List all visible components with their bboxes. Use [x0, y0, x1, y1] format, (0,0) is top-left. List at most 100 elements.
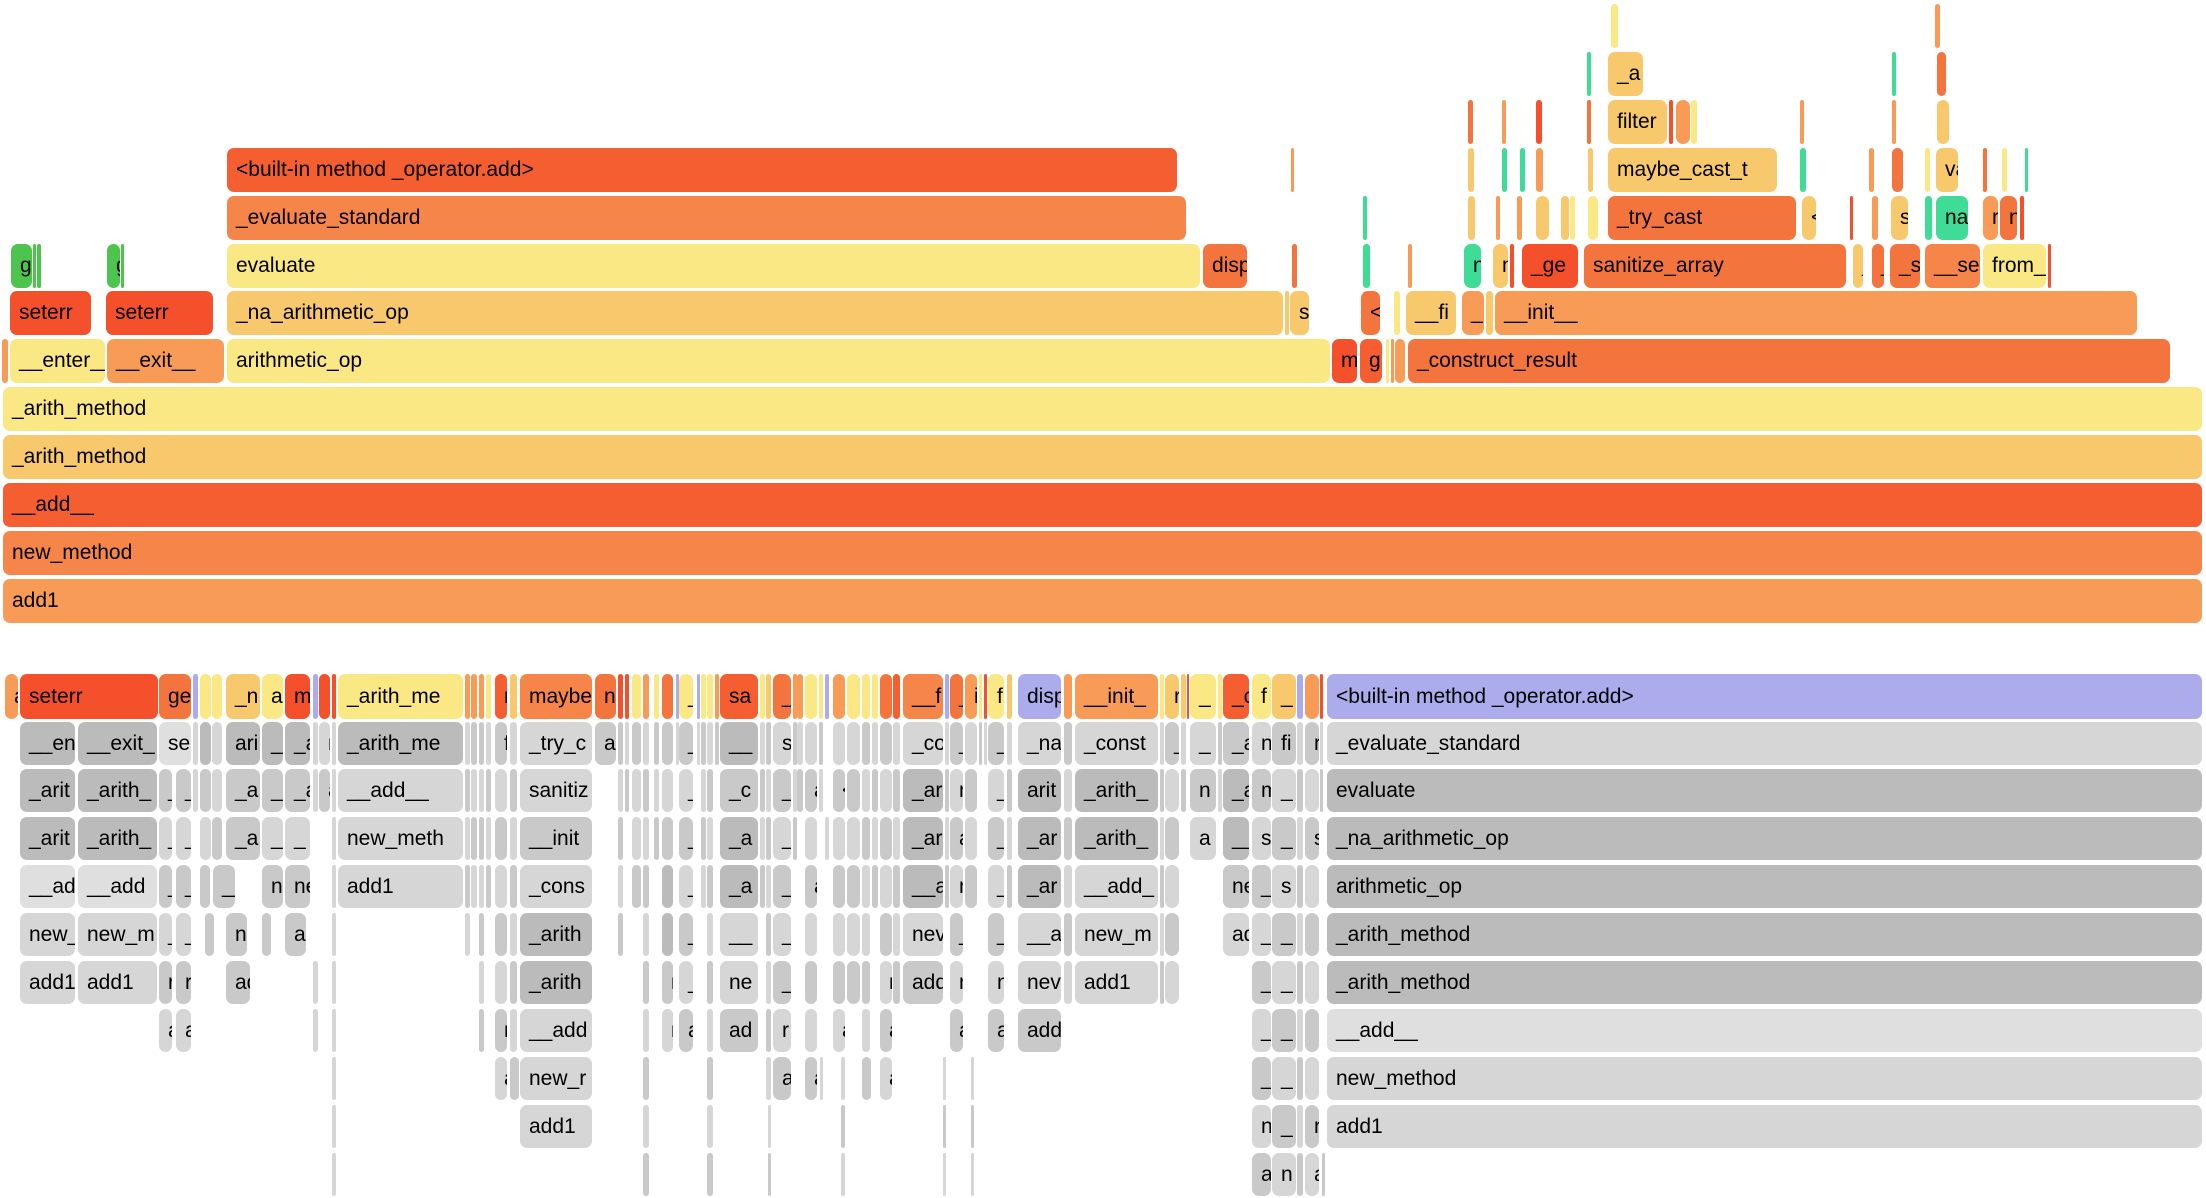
frame-v[interactable]: v [632, 674, 641, 719]
frame-a[interactable]: _a [720, 817, 758, 860]
frame-frame[interactable] [1536, 148, 1543, 192]
frame-f[interactable]: f [988, 674, 1004, 719]
frame-a[interactable]: __a [903, 865, 943, 908]
frame-frame[interactable] [847, 769, 860, 812]
frame-frame[interactable] [1160, 674, 1164, 719]
frame-frame[interactable] [893, 961, 900, 1004]
frame-frame[interactable] [1165, 865, 1179, 908]
frame-a[interactable]: a [5, 674, 18, 719]
frame-a[interactable]: a [176, 1009, 191, 1052]
frame-frame[interactable] [1561, 196, 1569, 240]
frame-frame[interactable] [332, 817, 336, 860]
frame-na-arithmetic-op[interactable]: _na_arithmetic_op [1327, 817, 2202, 860]
frame-frame[interactable]: _ [176, 817, 191, 860]
frame-const[interactable]: _const [1075, 722, 1158, 765]
frame-s[interactable]: s [1891, 196, 1908, 240]
frame-frame[interactable] [984, 674, 987, 719]
frame-frame[interactable] [1925, 196, 1932, 240]
frame-frame[interactable] [1408, 244, 1412, 288]
frame-frame[interactable] [618, 674, 623, 719]
frame-frame[interactable] [1297, 1057, 1303, 1100]
frame-frame[interactable] [833, 961, 845, 1004]
frame-ad[interactable]: ad [720, 1009, 758, 1052]
frame-frame[interactable] [1391, 339, 1394, 383]
frame-frame[interactable] [766, 1009, 771, 1052]
frame-frame[interactable] [819, 674, 823, 719]
frame-frame[interactable] [979, 674, 982, 719]
frame-frame[interactable] [819, 722, 823, 765]
frame-built-in-method-operator-add[interactable]: <built-in method _operator.add> [1327, 674, 2202, 719]
frame-frame[interactable] [479, 865, 484, 908]
frame-a[interactable]: a [805, 1057, 817, 1100]
frame-r[interactable]: r [1305, 722, 1319, 765]
frame-maybe[interactable]: maybe [520, 674, 592, 719]
frame-frame[interactable]: _ [773, 769, 791, 812]
frame-frame[interactable]: _ [950, 674, 963, 719]
frame-frame[interactable] [1925, 148, 1930, 192]
frame-frame[interactable] [662, 817, 673, 860]
frame-new-m[interactable]: new_m [78, 913, 157, 956]
frame-frame[interactable] [471, 865, 477, 908]
frame-frame[interactable] [1536, 100, 1542, 144]
frame-frame[interactable] [510, 865, 517, 908]
frame-frame[interactable] [847, 961, 860, 1004]
frame-ne[interactable]: ne [226, 913, 247, 956]
frame-n[interactable]: n [988, 961, 1004, 1004]
frame-frame[interactable] [1320, 674, 1323, 719]
frame-frame[interactable]: _ [950, 913, 963, 956]
frame-a[interactable]: _a [720, 865, 758, 908]
frame-frame[interactable] [1160, 817, 1164, 860]
frame-arith-method[interactable]: _arith_method [1327, 961, 2202, 1004]
frame-frame[interactable] [945, 817, 949, 860]
frame-frame[interactable] [1305, 865, 1319, 908]
frame-frame[interactable] [701, 769, 706, 812]
frame-frame[interactable] [893, 769, 900, 812]
frame-a[interactable]: _a [1223, 769, 1249, 812]
frame-frame[interactable] [479, 722, 484, 765]
frame-frame[interactable] [510, 961, 517, 1004]
frame-s[interactable]: s [1252, 817, 1271, 860]
frame-r[interactable]: r [495, 1009, 507, 1052]
frame-frame[interactable] [819, 769, 823, 812]
frame-frame[interactable] [847, 674, 860, 719]
frame-frame[interactable] [760, 817, 765, 860]
frame-frame[interactable] [872, 674, 878, 719]
frame-va[interactable]: va [1936, 148, 1958, 192]
frame-frame[interactable] [1181, 722, 1186, 765]
frame-n[interactable]: n [950, 769, 963, 812]
frame-frame[interactable] [654, 674, 659, 719]
frame-frame[interactable] [1187, 674, 1189, 719]
frame-se[interactable]: __se [1925, 244, 1980, 288]
frame-evaluate[interactable]: evaluate [227, 244, 1200, 288]
frame-ge[interactable]: _ge [1522, 244, 1578, 288]
frame-frame[interactable] [1496, 196, 1500, 240]
frame-frame[interactable] [945, 865, 949, 908]
frame-frame[interactable] [332, 1057, 336, 1100]
frame-seterr[interactable]: seterr [106, 291, 213, 335]
frame-frame[interactable] [486, 817, 491, 860]
frame-frame[interactable] [880, 722, 892, 765]
frame-frame[interactable] [841, 1105, 845, 1148]
frame-frame[interactable] [2, 339, 8, 383]
frame-r[interactable]: r [662, 961, 673, 1004]
frame-a[interactable]: a [773, 1057, 791, 1100]
frame-frame[interactable] [1520, 148, 1525, 192]
frame-new[interactable]: new_ [20, 913, 75, 956]
frame-n[interactable]: n [1464, 244, 1481, 288]
frame-arith[interactable]: _arith [520, 961, 592, 1004]
frame-exit[interactable]: __exit__ [107, 339, 224, 383]
frame-frame[interactable] [1064, 722, 1072, 765]
frame-frame[interactable] [486, 769, 491, 812]
frame-frame[interactable] [332, 961, 336, 1004]
frame-frame[interactable] [654, 769, 659, 812]
frame-a[interactable]: a [679, 1009, 693, 1052]
frame-frame[interactable] [313, 722, 318, 765]
frame-frame[interactable] [1305, 1009, 1319, 1052]
frame-frame[interactable]: _ [1252, 865, 1271, 908]
frame-frame[interactable] [676, 674, 679, 719]
frame-r[interactable]: r [1983, 196, 1998, 240]
frame-frame[interactable] [495, 817, 507, 860]
frame-n[interactable]: n [880, 961, 892, 1004]
frame-frame[interactable] [632, 722, 641, 765]
frame-a[interactable]: a [880, 1009, 892, 1052]
